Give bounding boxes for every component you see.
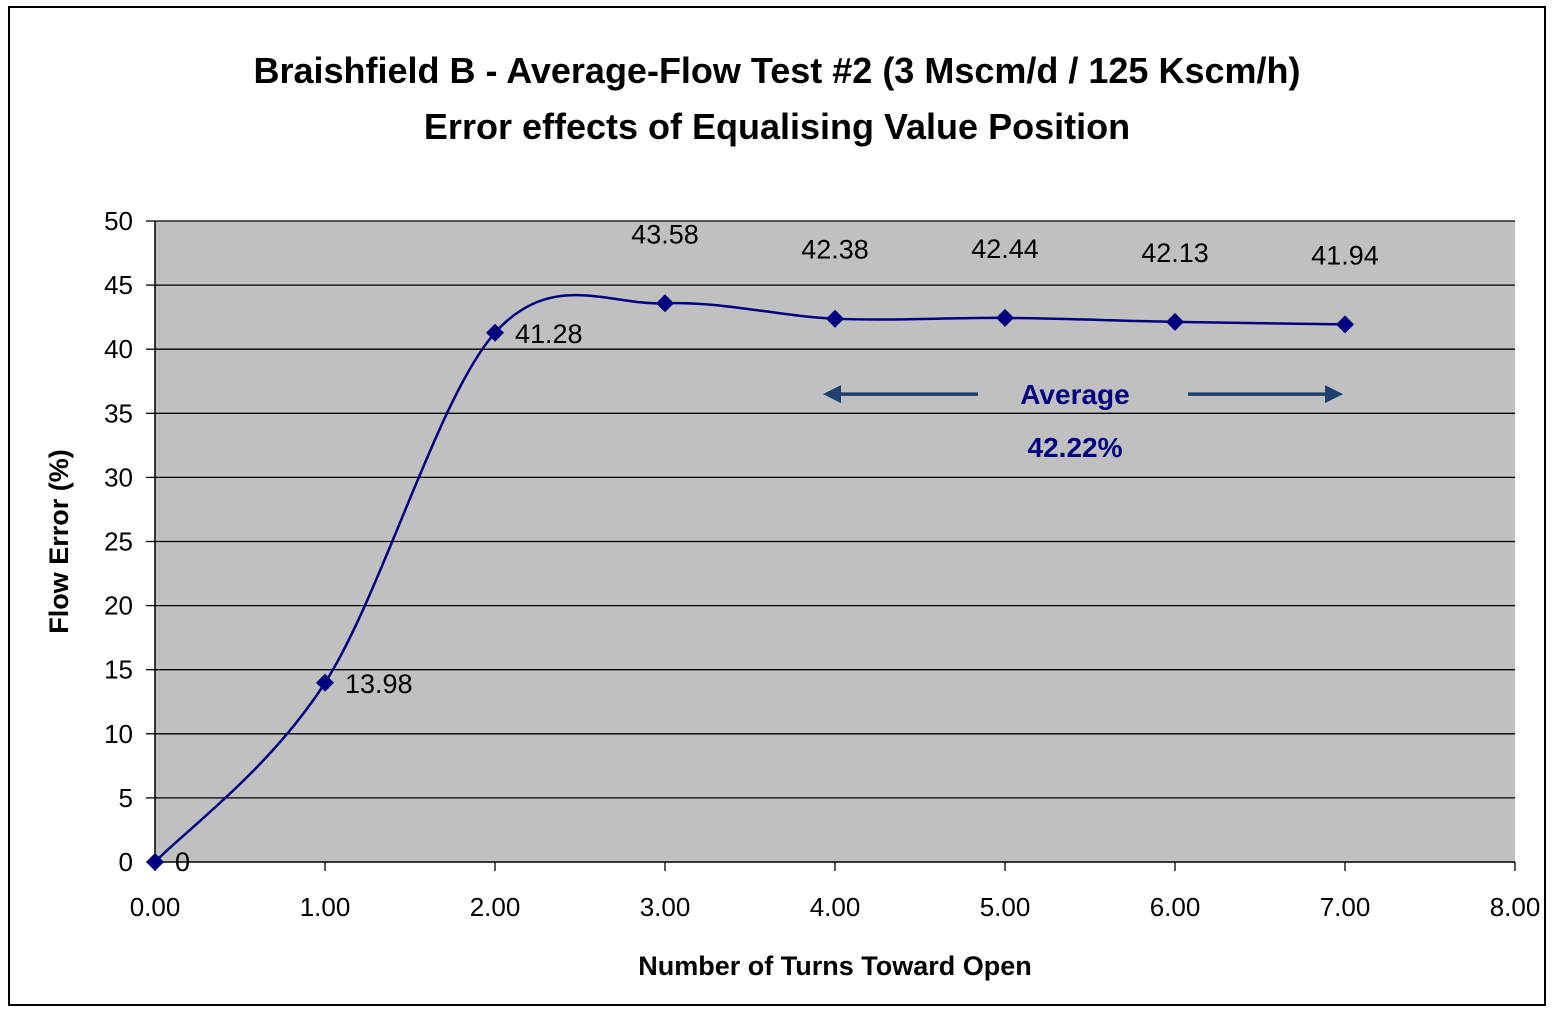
y-tick-label: 0 [119,847,133,877]
average-value: 42.22% [1028,432,1123,463]
x-tick-label: 8.00 [1490,892,1541,922]
y-tick-label: 30 [104,462,133,492]
y-tick-label: 45 [104,270,133,300]
data-label: 43.58 [631,219,699,249]
y-tick-label: 10 [104,719,133,749]
series-line [154,293,1346,863]
data-label: 42.13 [1141,238,1209,268]
chart-subtitle: Error effects of Equalising Value Positi… [423,106,1131,147]
data-label: 42.38 [801,235,869,265]
y-tick-label: 15 [104,655,133,685]
data-point-marker [1336,315,1354,334]
x-tick-label: 4.00 [810,892,861,922]
average-arrowhead-left [823,385,841,404]
x-tick-label: 3.00 [640,892,691,922]
average-annotation: Average 42.22% [823,379,1343,463]
data-label: 41.94 [1311,240,1379,270]
x-tick-label: 0.00 [130,892,181,922]
y-tick-label: 25 [104,527,133,557]
average-arrowhead-right [1325,385,1343,404]
x-tick-label: 6.00 [1150,892,1201,922]
data-labels: 0 13.98 41.28 43.58 42.38 42.44 42.13 41.94 [175,219,1379,877]
data-point-marker [826,309,844,328]
data-label: 42.44 [971,234,1039,264]
x-tick-label: 5.00 [980,892,1031,922]
x-tick-label: 7.00 [1320,892,1371,922]
data-point-marker [656,294,674,313]
y-tick-label: 5 [119,783,133,813]
y-tick-label: 35 [104,398,133,428]
x-tick-label: 2.00 [470,892,521,922]
data-label: 13.98 [345,669,413,699]
x-tick-label: 1.00 [300,892,351,922]
axes: 0 5 10 15 20 25 30 35 40 45 50 0.00 1.00 2.00 3.00 4.00… [104,206,1540,922]
series-markers [146,294,1354,871]
y-axis-title: Flow Error (%) [44,449,74,634]
y-tick-label: 50 [104,206,133,236]
x-axis-title: Number of Turns Toward Open [638,951,1032,981]
data-label: 41.28 [515,319,583,349]
data-label: 0 [175,847,190,877]
chart-title: Braishfield B - Average-Flow Test #2 (3 … [253,50,1301,91]
data-point-marker [996,308,1014,327]
data-point-marker [1166,312,1184,331]
data-point-marker [316,673,334,692]
y-tick-label: 20 [104,591,133,621]
data-point-marker [486,323,504,342]
average-label: Average [1020,379,1129,410]
gridlines [155,220,1515,799]
data-point-marker [146,853,164,871]
y-tick-label: 40 [104,334,133,364]
